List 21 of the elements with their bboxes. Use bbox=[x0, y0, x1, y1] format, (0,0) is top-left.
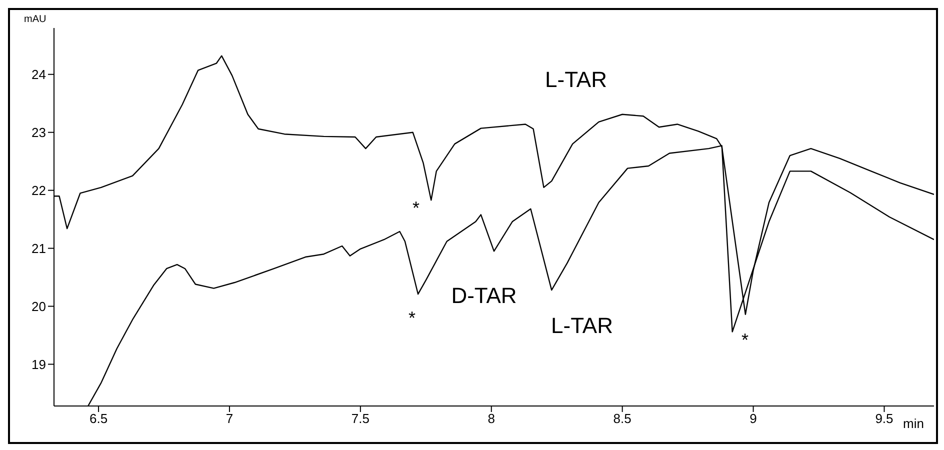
x-tick-label: 6.5 bbox=[89, 411, 108, 426]
annotation: * bbox=[408, 308, 416, 328]
annotation: L-TAR bbox=[551, 313, 613, 338]
y-tick-label: 23 bbox=[32, 124, 46, 140]
annotation: L-TAR bbox=[545, 67, 607, 92]
y-tick-label: 21 bbox=[32, 240, 46, 256]
x-tick-label: 8.5 bbox=[613, 411, 632, 426]
x-tick-label: 7.5 bbox=[351, 411, 370, 426]
y-tick-label: 22 bbox=[32, 182, 46, 198]
y-tick-label: 20 bbox=[32, 298, 46, 314]
y-axis-title: mAU bbox=[24, 14, 46, 25]
x-tick-label: 9.5 bbox=[875, 411, 894, 426]
x-tick-label: 7 bbox=[226, 411, 234, 426]
y-tick-label: 19 bbox=[32, 356, 46, 372]
annotation: * bbox=[741, 330, 749, 350]
x-axis-title: min bbox=[903, 416, 924, 431]
y-tick-label: 24 bbox=[32, 66, 46, 82]
x-tick-label: 9 bbox=[750, 411, 757, 426]
annotation: * bbox=[412, 198, 420, 218]
annotation: D-TAR bbox=[451, 283, 517, 308]
x-tick-label: 8 bbox=[488, 411, 495, 426]
